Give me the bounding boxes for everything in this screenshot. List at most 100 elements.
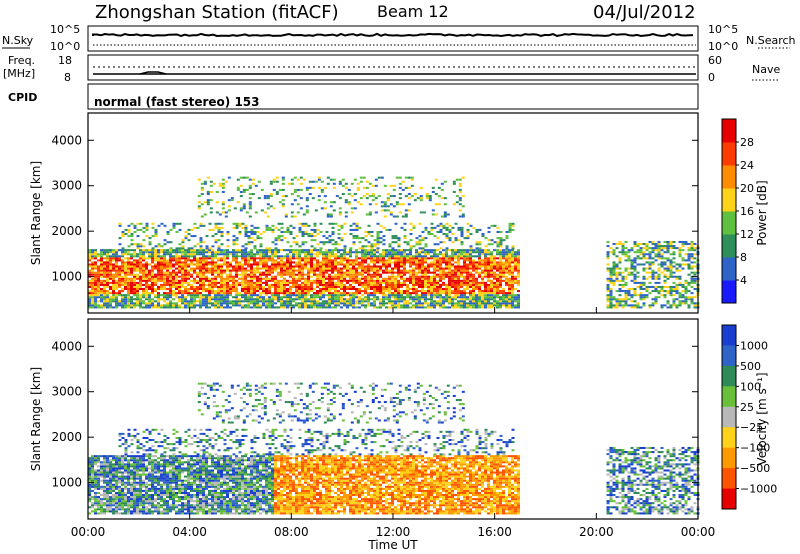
- power-echo-cell: [361, 281, 364, 284]
- power-echo-cell: [439, 279, 442, 282]
- power-echo-cell: [672, 294, 676, 297]
- power-echo-cell: [624, 275, 628, 278]
- power-echo-cell: [466, 259, 469, 262]
- power-echo-cell: [332, 182, 336, 185]
- power-echo-cell: [370, 261, 373, 264]
- power-echo-cell: [289, 275, 292, 278]
- power-echo-cell: [355, 263, 358, 266]
- power-echo-cell: [238, 281, 241, 284]
- power-echo-cell: [250, 283, 253, 286]
- power-echo-cell: [277, 263, 280, 266]
- power-echo-cell: [97, 304, 100, 307]
- power-echo-cell: [484, 300, 487, 303]
- power-echo-cell: [241, 251, 244, 254]
- power-echo-cell: [460, 233, 464, 236]
- power-echo-cell: [490, 263, 493, 266]
- power-echo-cell: [94, 273, 97, 276]
- power-echo-cell: [124, 273, 127, 276]
- power-echo-cell: [145, 306, 148, 309]
- power-echo-cell: [271, 257, 274, 260]
- power-echo-cell: [406, 292, 409, 295]
- power-echo-cell: [208, 267, 211, 270]
- power-echo-cell: [115, 267, 118, 270]
- power-echo-cell: [175, 285, 178, 288]
- power-echo-cell: [187, 300, 190, 303]
- power-echo-cell: [424, 228, 428, 231]
- power-echo-cell: [514, 296, 517, 299]
- power-echo-cell: [184, 237, 188, 240]
- power-echo-cell: [235, 279, 238, 282]
- power-echo-cell: [654, 290, 658, 293]
- power-echo-cell: [409, 306, 412, 309]
- power-echo-cell: [385, 255, 388, 258]
- power-echo-cell: [657, 296, 661, 299]
- power-echo-cell: [499, 306, 502, 309]
- power-echo-cell: [301, 306, 304, 309]
- power-echo-cell: [657, 267, 661, 270]
- power-echo-cell: [490, 265, 493, 268]
- power-echo-cell: [627, 294, 631, 297]
- power-echo-cell: [217, 230, 221, 233]
- power-echo-cell: [154, 304, 157, 307]
- power-echo-cell: [385, 265, 388, 268]
- power-echo-cell: [418, 281, 421, 284]
- power-echo-cell: [415, 249, 418, 252]
- power-echo-cell: [454, 304, 457, 307]
- power-echo-cell: [397, 237, 401, 240]
- power-echo-cell: [355, 300, 358, 303]
- power-echo-cell: [514, 251, 517, 254]
- power-echo-cell: [358, 263, 361, 266]
- power-echo-cell: [388, 249, 391, 252]
- power-echo-cell: [397, 288, 400, 291]
- power-echo-cell: [352, 241, 356, 244]
- power-echo-cell: [666, 267, 670, 270]
- power-echo-cell: [350, 195, 354, 198]
- power-echo-cell: [241, 283, 244, 286]
- power-echo-cell: [136, 255, 139, 258]
- power-echo-cell: [412, 263, 415, 266]
- power-echo-cell: [466, 306, 469, 309]
- power-echo-cell: [409, 245, 413, 248]
- power-echo-cell: [319, 277, 322, 280]
- power-echo-cell: [648, 257, 652, 260]
- power-echo-cell: [338, 180, 342, 183]
- power-echo-cell: [681, 285, 685, 288]
- power-echo-cell: [350, 207, 354, 210]
- power-echo-cell: [672, 251, 676, 254]
- power-echo-cell: [391, 273, 394, 276]
- power-echo-cell: [606, 263, 610, 266]
- power-echo-cell: [496, 296, 499, 299]
- power-echo-cell: [633, 279, 637, 282]
- power-echo-cell: [334, 302, 337, 305]
- power-echo-cell: [268, 255, 271, 258]
- power-echo-cell: [202, 251, 205, 254]
- power-echo-cell: [502, 290, 505, 293]
- power-echo-cell: [112, 275, 115, 278]
- power-echo-cell: [460, 304, 463, 307]
- power-echo-cell: [106, 290, 109, 293]
- power-echo-cell: [418, 271, 421, 274]
- power-echo-cell: [391, 249, 394, 252]
- power-echo-cell: [268, 283, 271, 286]
- power-echo-cell: [690, 279, 694, 282]
- power-echo-cell: [115, 288, 118, 291]
- power-echo-cell: [265, 263, 268, 266]
- power-echo-cell: [379, 290, 382, 293]
- power-echo-cell: [148, 257, 151, 260]
- power-echo-cell: [196, 273, 199, 276]
- power-echo-cell: [298, 275, 301, 278]
- power-echo-cell: [151, 292, 154, 295]
- power-echo-cell: [283, 302, 286, 305]
- power-echo-cell: [359, 203, 363, 206]
- power-echo-cell: [307, 235, 311, 238]
- power-echo-cell: [235, 267, 238, 270]
- power-echo-cell: [175, 255, 178, 258]
- power-echo-cell: [235, 273, 238, 276]
- power-echo-cell: [681, 294, 685, 297]
- power-echo-cell: [499, 230, 503, 233]
- power-echo-cell: [403, 292, 406, 295]
- power-echo-cell: [109, 255, 112, 258]
- power-echo-cell: [118, 271, 121, 274]
- power-echo-cell: [292, 261, 295, 264]
- power-echo-cell: [205, 290, 208, 293]
